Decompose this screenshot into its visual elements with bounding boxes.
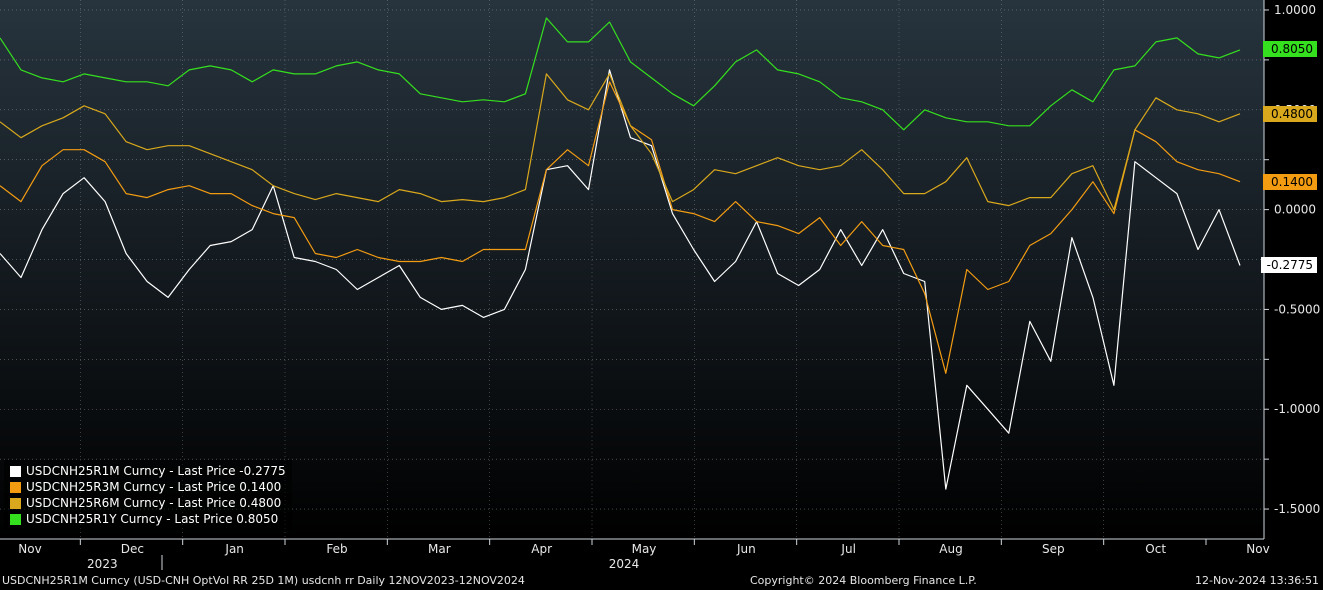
legend-swatch	[10, 513, 21, 525]
x-tick-label: Jul	[840, 542, 855, 556]
legend-label: USDCNH25R3M Curncy - Last Price 0.1400	[26, 480, 282, 494]
y-tick-label: 1.0000	[1274, 3, 1316, 17]
legend-label: USDCNH25R6M Curncy - Last Price 0.4800	[26, 496, 282, 510]
last-price-badge: 0.1400	[1263, 173, 1317, 190]
legend-swatch	[10, 465, 21, 477]
legend: USDCNH25R1M Curncy - Last Price -0.2775 …	[4, 460, 292, 530]
x-tick-label: Sep	[1042, 542, 1065, 556]
x-axis: Nov Dec Jan Feb Mar Apr May Jun Jul Aug Sep Oct Nov 2…	[0, 538, 1270, 571]
plot-background	[0, 0, 1264, 539]
y-tick-label: -1.5000	[1274, 502, 1320, 516]
legend-swatch	[10, 497, 21, 509]
last-price-badge: 0.4800	[1263, 105, 1317, 122]
last-price-badge: -0.2775	[1260, 257, 1317, 273]
x-tick-label: Oct	[1145, 542, 1166, 556]
y-tick-label: -0.5000	[1274, 302, 1320, 316]
gridlines	[0, 0, 1264, 539]
x-tick-label: Aug	[939, 542, 962, 556]
line-chart: 1.00000.50000.0000-0.5000-1.0000-1.5000 …	[0, 0, 1323, 572]
x-tick-label: May	[632, 542, 657, 556]
x-tick-label: Mar	[428, 542, 451, 556]
series-line	[0, 17, 1241, 131]
x-axis-background	[0, 539, 1323, 572]
footer-copyright: Copyright© 2024 Bloomberg Finance L.P.	[750, 574, 977, 587]
footer-bar: USDCNH25R1M Curncy (USD-CNH OptVol RR 25…	[0, 572, 1323, 590]
x-tick-label: Nov	[1246, 542, 1269, 556]
y-tick-label: -1.0000	[1274, 402, 1320, 416]
last-price-badge: 0.8050	[1263, 40, 1317, 57]
x-tick-label: Nov	[18, 542, 41, 556]
series-line	[0, 73, 1241, 211]
legend-label: USDCNH25R1M Curncy - Last Price -0.2775	[26, 464, 286, 478]
y-tick-label: 0.0000	[1274, 203, 1316, 217]
legend-item: USDCNH25R6M Curncy - Last Price 0.4800	[10, 495, 286, 511]
legend-swatch	[10, 481, 21, 493]
series-lines	[0, 17, 1241, 490]
legend-item: USDCNH25R3M Curncy - Last Price 0.1400	[10, 479, 286, 495]
legend-label: USDCNH25R1Y Curncy - Last Price 0.8050	[26, 512, 279, 526]
x-tick-label: Jun	[736, 542, 756, 556]
series-line	[0, 81, 1241, 374]
x-tick-label: Dec	[121, 542, 144, 556]
x-tick-label: Feb	[326, 542, 347, 556]
legend-item: USDCNH25R1Y Curncy - Last Price 0.8050	[10, 511, 286, 527]
x-year-label: 2024	[609, 557, 640, 571]
x-year-label: 2023	[87, 557, 118, 571]
x-tick-label: Jan	[224, 542, 244, 556]
legend-item: USDCNH25R1M Curncy - Last Price -0.2775	[10, 463, 286, 479]
footer-description: USDCNH25R1M Curncy (USD-CNH OptVol RR 25…	[2, 574, 525, 587]
footer-timestamp: 12-Nov-2024 13:36:51	[1194, 574, 1319, 587]
x-tick-label: Apr	[531, 542, 552, 556]
